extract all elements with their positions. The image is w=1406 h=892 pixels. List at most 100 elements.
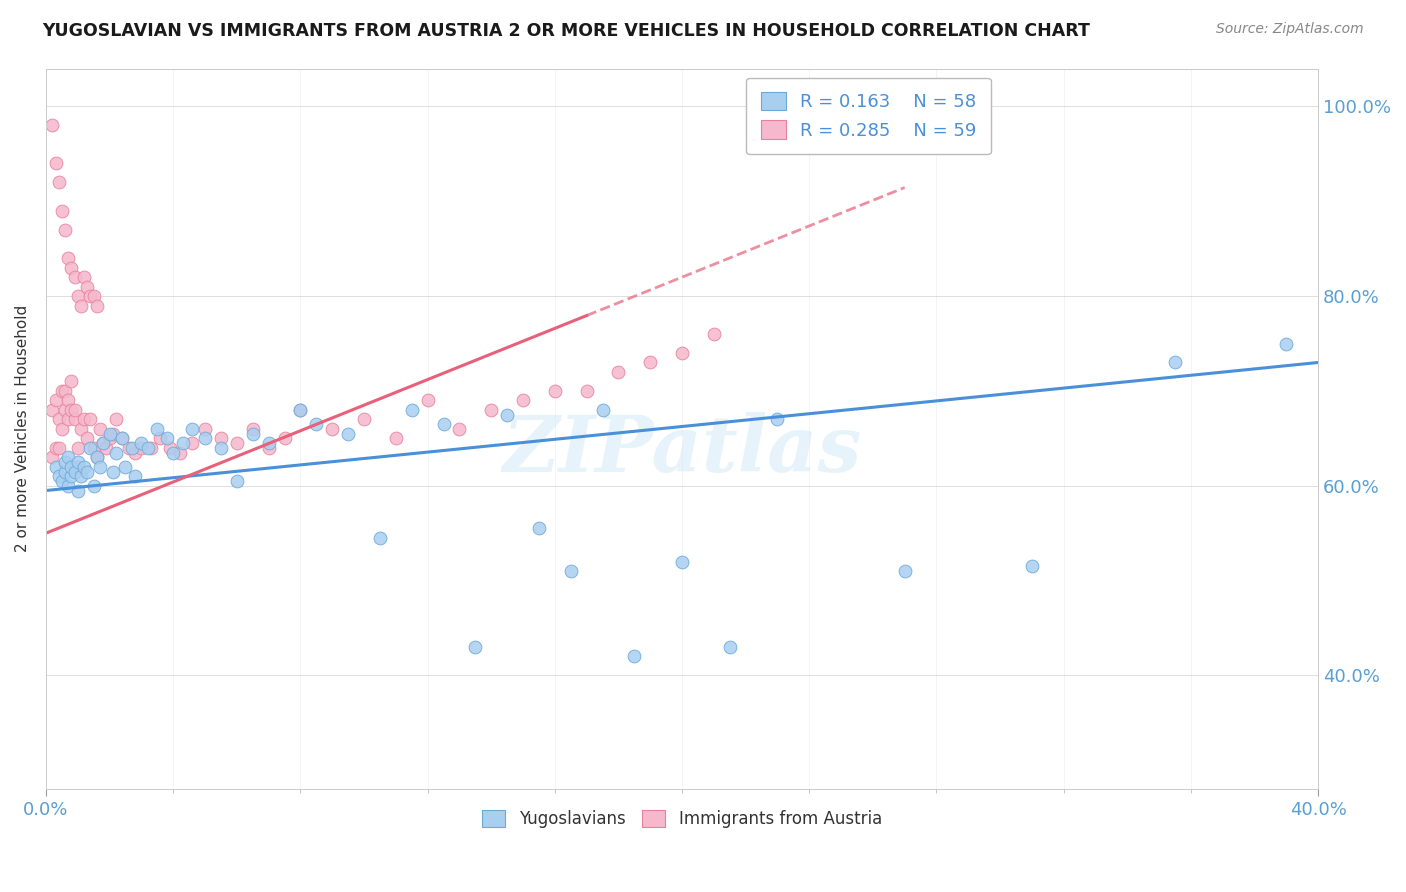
Point (96, 441, 118, 455)
Text: ZIPatlas: ZIPatlas (502, 412, 862, 489)
Point (63, 412, 86, 426)
Point (149, 431, 172, 445)
Y-axis label: 2 or more Vehicles in Household: 2 or more Vehicles in Household (15, 305, 30, 552)
Point (242, 426, 264, 441)
Point (623, 649, 645, 664)
Point (76, 465, 98, 479)
Point (101, 426, 124, 441)
Point (51, 422, 73, 436)
Point (1021, 559, 1043, 574)
Point (63, 465, 86, 479)
Point (638, 355, 661, 369)
Point (305, 417, 328, 431)
Point (337, 426, 360, 441)
Point (464, 640, 486, 654)
Point (181, 436, 204, 450)
Point (479, 403, 502, 417)
Point (63, 270, 86, 285)
Point (111, 431, 134, 445)
Point (44, 441, 66, 455)
Point (58, 393, 80, 408)
Point (60, 459, 83, 474)
Point (70, 422, 93, 436)
Legend: Yugoslavians, Immigrants from Austria: Yugoslavians, Immigrants from Austria (475, 804, 889, 835)
Point (544, 384, 567, 398)
Point (139, 441, 162, 455)
Point (48, 441, 70, 455)
Point (83, 289, 105, 303)
Point (101, 465, 124, 479)
Point (290, 403, 312, 417)
Point (718, 640, 741, 654)
Point (66, 459, 89, 474)
Point (91, 436, 114, 450)
Point (89, 422, 111, 436)
Point (86, 299, 108, 313)
Point (353, 412, 375, 426)
Point (432, 417, 454, 431)
Point (104, 445, 127, 459)
Point (703, 326, 725, 341)
Point (76, 431, 98, 445)
Point (48, 469, 70, 483)
Point (98, 426, 121, 441)
Point (242, 422, 264, 436)
Point (131, 441, 153, 455)
Point (53, 465, 76, 479)
Point (76, 279, 98, 293)
Point (53, 403, 76, 417)
Point (63, 403, 86, 417)
Point (98, 431, 121, 445)
Point (86, 450, 108, 465)
Point (41, 403, 63, 417)
Point (79, 412, 101, 426)
Point (44, 393, 66, 408)
Point (194, 422, 217, 436)
Point (53, 455, 76, 469)
Text: YUGOSLAVIAN VS IMMIGRANTS FROM AUSTRIA 2 OR MORE VEHICLES IN HOUSEHOLD CORRELATI: YUGOSLAVIAN VS IMMIGRANTS FROM AUSTRIA 2… (42, 22, 1090, 40)
Point (79, 289, 101, 303)
Point (53, 384, 76, 398)
Point (169, 445, 191, 459)
Point (66, 441, 89, 455)
Point (225, 436, 247, 450)
Point (70, 299, 93, 313)
Point (671, 555, 693, 569)
Point (51, 474, 73, 488)
Point (131, 436, 153, 450)
Point (41, 450, 63, 465)
Point (401, 403, 423, 417)
Point (73, 270, 96, 285)
Point (60, 469, 83, 483)
Point (159, 441, 181, 455)
Point (66, 455, 89, 469)
Point (257, 441, 280, 455)
Point (91, 436, 114, 450)
Point (209, 441, 232, 455)
Point (118, 441, 141, 455)
Point (156, 431, 179, 445)
Point (58, 251, 80, 265)
Point (44, 459, 66, 474)
Point (512, 393, 534, 408)
Point (172, 436, 194, 450)
Point (44, 156, 66, 170)
Point (121, 441, 143, 455)
Point (86, 450, 108, 465)
Point (58, 412, 80, 426)
Point (449, 422, 471, 436)
Point (671, 346, 693, 360)
Point (290, 403, 312, 417)
Point (1164, 355, 1187, 369)
Point (162, 445, 184, 459)
Point (66, 483, 89, 498)
Point (58, 479, 80, 493)
Point (60, 260, 83, 275)
Point (48, 412, 70, 426)
Point (89, 459, 111, 474)
Point (181, 422, 204, 436)
Point (146, 422, 169, 436)
Point (60, 403, 83, 417)
Point (257, 436, 280, 450)
Point (51, 384, 73, 398)
